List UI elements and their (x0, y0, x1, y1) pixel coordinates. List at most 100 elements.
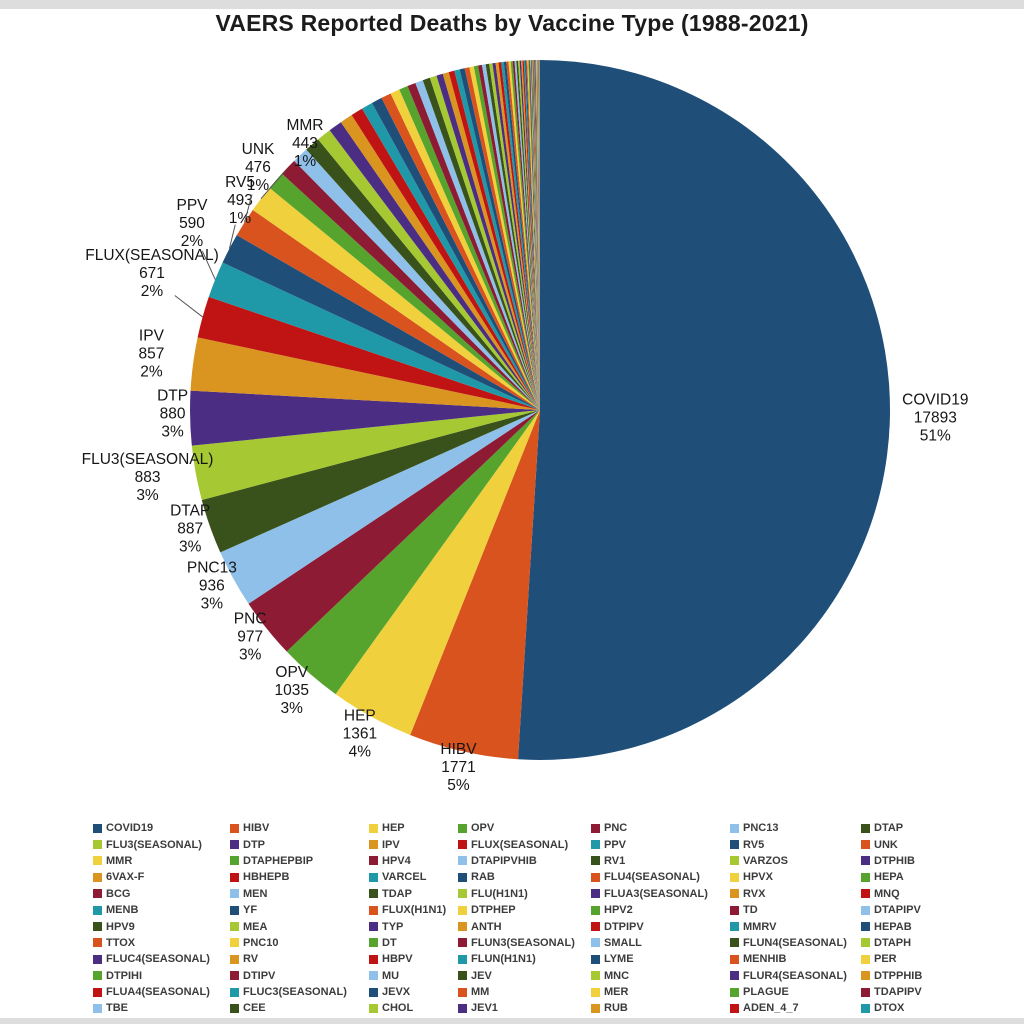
legend-swatch (458, 840, 467, 850)
legend-label: PNC (604, 822, 628, 835)
legend-item-DT: DT (369, 937, 458, 949)
slice-label-FLUX(SEASONAL): FLUX(SEASONAL) 671 2% (85, 247, 219, 300)
pie-slice-DTAP (201, 410, 540, 553)
legend-label: CEE (243, 1002, 266, 1015)
pie-slice-OPV (286, 410, 540, 695)
pie-slice-MER (536, 60, 540, 410)
legend-item-PNC10: PNC10 (230, 937, 369, 949)
legend-item-HEPAB: HEPAB (861, 921, 1009, 933)
pie-slice-BCG (407, 82, 540, 411)
legend-label: MM (471, 986, 490, 999)
legend-swatch (369, 938, 378, 948)
legend-label: HBPV (382, 953, 413, 966)
legend-item-FLUC3(SEASONAL): FLUC3(SEASONAL) (230, 986, 369, 998)
legend-swatch (591, 823, 600, 833)
pie-slice-FLUA3(SEASONAL) (436, 73, 540, 411)
pie-slice-HPVX (390, 89, 540, 410)
legend-swatch (369, 971, 378, 981)
legend-label: YF (243, 904, 258, 917)
slice-label-HEP: HEP 1361 4% (343, 707, 377, 760)
legend-item-DTOX: DTOX (861, 1002, 1009, 1014)
legend-swatch (369, 823, 378, 833)
pie-slice-LYME (525, 60, 540, 411)
slice-label-FLU3(SEASONAL): FLU3(SEASONAL) 883 3% (82, 451, 214, 504)
legend-item-PNC13: PNC13 (730, 822, 861, 834)
legend-label: RUB (604, 1002, 628, 1015)
legend-item-JEV: JEV (458, 970, 591, 982)
legend-label: FLUA3(SEASONAL) (604, 887, 708, 900)
legend-item-BCG: BCG (93, 888, 230, 900)
legend-swatch (861, 1003, 870, 1013)
legend-item-TDAP: TDAP (369, 888, 458, 900)
pie-slice-UNK (236, 209, 541, 410)
legend-item-FLUR4(SEASONAL): FLUR4(SEASONAL) (730, 970, 861, 982)
legend-item-OPV: OPV (458, 822, 591, 834)
legend-item-HPVX: HPVX (730, 871, 861, 883)
legend-swatch (730, 922, 739, 932)
legend-item-MU: MU (369, 970, 458, 982)
legend-swatch (458, 889, 467, 899)
legend-swatch (458, 987, 467, 997)
legend-label: PNC10 (243, 936, 279, 949)
legend-label: MMRV (743, 920, 777, 933)
pie-slice-ADEN_4_7 (539, 60, 540, 410)
pie-slice-HBHEPB (351, 108, 540, 410)
legend-swatch (369, 987, 378, 997)
pie-slice-HPV4 (281, 160, 540, 410)
legend-swatch (458, 823, 467, 833)
legend-label: FLUC4(SEASONAL) (106, 953, 210, 966)
pie-slice-DTPIPV (498, 62, 540, 410)
legend-label: TDAPIPV (874, 986, 922, 999)
legend-item-MEN: MEN (230, 888, 369, 900)
legend-swatch (230, 872, 239, 882)
legend-item-DTP: DTP (230, 839, 369, 851)
label-leader-line (201, 250, 216, 280)
legend-swatch (230, 889, 239, 899)
pie-slice-MENB (454, 69, 540, 410)
legend-item-RV5: RV5 (730, 839, 861, 851)
pie-slice-PPV (208, 262, 540, 410)
legend-item-ANTH: ANTH (458, 921, 591, 933)
legend-swatch (458, 922, 467, 932)
legend-item-DTPHIB: DTPHIB (861, 855, 1009, 867)
pie-slice-HPV9 (485, 63, 540, 410)
pie-slice-FLU3(SEASONAL) (191, 410, 540, 501)
pie-slice-DTIPV (529, 60, 540, 410)
legend-item-FLUN(H1N1): FLUN(H1N1) (458, 953, 591, 965)
legend-swatch (458, 856, 467, 866)
legend-swatch (730, 1003, 739, 1013)
pie-slice-MU (530, 60, 540, 410)
legend-label: DTP (243, 838, 265, 851)
label-leader-line (174, 295, 203, 318)
legend-swatch (861, 856, 870, 866)
legend-swatch (93, 954, 102, 964)
legend-label: FLUR4(SEASONAL) (743, 969, 847, 982)
legend-item-MMR: MMR (93, 855, 230, 867)
legend-item-FLUA4(SEASONAL): FLUA4(SEASONAL) (93, 986, 230, 998)
legend-item-DTAPIPVHIB: DTAPIPVHIB (458, 855, 591, 867)
legend-label: RAB (471, 871, 495, 884)
pie-slice-HEPAB (503, 61, 540, 411)
legend-label: JEVX (382, 986, 411, 999)
slice-label-RV5: RV5 493 1% (225, 174, 255, 227)
legend-swatch (369, 954, 378, 964)
legend-swatch (93, 840, 102, 850)
legend-item-HPV9: HPV9 (93, 921, 230, 933)
pie-slice-DTAPHEPBIP (269, 173, 540, 410)
chart-legend: COVID19 HIBV HEP OPV PNC PNC13 DTAP FLU3(SEASON… (93, 820, 1009, 1017)
legend-label: TYP (382, 920, 404, 933)
legend-label: ADEN_4_7 (743, 1002, 799, 1015)
pie-slice-TD (477, 64, 540, 410)
legend-item-FLU4(SEASONAL): FLU4(SEASONAL) (591, 871, 730, 883)
legend-item-TBE: TBE (93, 1002, 230, 1014)
legend-swatch (458, 954, 467, 964)
slice-label-PPV: PPV 590 2% (176, 197, 208, 250)
legend-swatch (458, 1003, 467, 1013)
slice-label-DTP: DTP 880 3% (157, 388, 188, 441)
legend-item-DTPIPV: DTPIPV (591, 921, 730, 933)
pie-slice-RV1 (306, 139, 540, 410)
pie-slice-RUB (539, 60, 540, 410)
legend-swatch (93, 971, 102, 981)
legend-item-TDAPIPV: TDAPIPV (861, 986, 1009, 998)
top-border-band (0, 0, 1024, 9)
